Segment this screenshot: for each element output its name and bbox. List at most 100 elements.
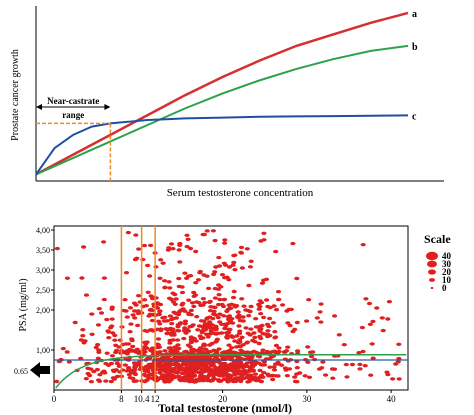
scatter-point [368,373,374,377]
scatter-point [142,344,148,349]
scatter-point [273,249,279,254]
scatter-point [237,329,243,333]
y-tick-label: 2,50 [36,286,50,295]
scatter-point [179,290,186,295]
scatter-point [103,361,109,366]
scatter-point [133,379,139,383]
scatter-point [130,344,136,349]
scatter-point [210,316,216,321]
scatter-point [247,333,253,337]
scatter-point [271,304,277,308]
scatter-point [202,328,209,332]
scatter-point [109,354,115,358]
scatter-point [113,343,119,347]
scatter-point [101,240,107,244]
x-tick-label: 10.4 [134,394,150,404]
scatter-point [318,302,324,306]
scatter-point [169,321,175,326]
scatter-point [170,300,176,304]
scatter-point [183,355,189,359]
scatter-point [129,337,135,341]
scatter-point [253,317,259,321]
scatter-point [64,276,70,280]
scatter-point [149,328,155,332]
scatter-point [370,356,376,360]
scatter-point [135,350,141,354]
scatter-point [213,332,219,336]
scatter-point [307,350,314,354]
scatter-point [195,278,202,282]
top-chart: Prostate cancer growth Serum testosteron… [10,6,444,199]
scatter-point [261,315,267,320]
scatter-point [143,304,149,308]
scatter-point [226,303,232,307]
scatter-point [215,287,221,291]
scatter-point [225,307,231,312]
scatter-point [213,324,219,329]
scatter-point [242,372,248,376]
scatter-point [156,312,162,316]
scatter-point [182,322,188,326]
scatter-point [113,350,119,355]
scatter-point [186,379,192,384]
scatter-points [54,229,402,384]
scatter-point [231,365,237,370]
scatter-point [176,284,182,289]
scatter-point [213,313,219,317]
scatter-point [170,316,177,321]
bottom-x-axis-label: Total testosterone (nmol/l) [158,401,292,415]
scatter-point [111,377,118,381]
scatter-point [126,373,132,377]
scatter-point [199,324,205,329]
scatter-point [132,316,138,320]
scatter-point [285,345,291,349]
scatter-point [207,332,213,336]
scatter-point [162,349,168,353]
scatter-point [280,303,286,307]
bottom-chart: PSA (mg/ml) Total testosterone (nmol/l) … [14,225,452,415]
scatter-point [226,343,232,347]
scatter-point [232,268,238,272]
scatter-point [204,316,210,320]
y-tick-label: 2,00 [36,306,50,315]
scatter-point [128,370,134,374]
scatter-point [88,380,94,384]
scatter-point [294,372,300,376]
scatter-point [208,364,215,368]
scatter-point [216,255,222,260]
scatter-point [95,343,101,347]
scatter-point [275,290,282,294]
reference-lines [54,226,408,390]
scatter-point [110,331,116,335]
scatter-point [221,297,227,302]
legend-label: 20 [442,267,452,277]
scatter-point [201,351,207,355]
scatter-point [257,368,263,373]
legend-label: 40 [442,251,452,261]
scatter-point [145,369,151,374]
scatter-point [266,374,272,378]
scatter-point [224,372,230,376]
scatter-point [256,361,262,365]
scatter-point [359,325,365,330]
scatter-point [196,370,202,375]
scatter-point [122,363,128,367]
scatter-point [109,307,115,311]
scatter-point [168,346,174,350]
scatter-point [222,238,228,242]
scatter-point [257,355,263,359]
scatter-point [54,379,60,384]
scatter-point [237,338,243,342]
scatter-point [176,276,182,281]
scatter-point [261,278,267,282]
scatter-point [238,251,244,255]
scatter-point [185,362,191,366]
scatter-point [182,271,188,275]
scatter-point [219,273,226,277]
scatter-point [108,361,114,366]
scatter-point [130,376,136,381]
scatter-point [142,329,148,333]
scatter-point [127,306,134,310]
scatter-point [126,349,133,353]
